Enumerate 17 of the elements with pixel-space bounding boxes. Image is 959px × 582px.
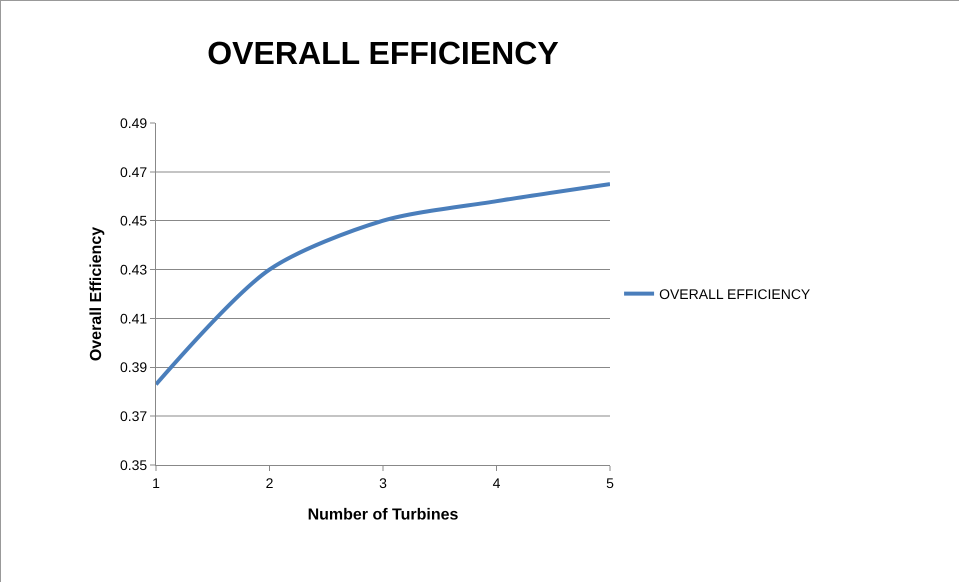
- y-tick-label: 0.45: [120, 212, 148, 229]
- y-axis-title: Overall Efficiency: [88, 226, 105, 362]
- x-tick-label: 2: [266, 474, 274, 491]
- y-tick-label: 0.39: [120, 359, 148, 376]
- x-axis-title: Number of Turbines: [308, 506, 459, 524]
- x-tick-label: 5: [606, 474, 614, 491]
- chart-title: OVERALL EFFICIENCY: [207, 35, 559, 72]
- x-tick-label: 1: [152, 474, 160, 491]
- y-tick-label: 0.43: [120, 261, 148, 278]
- x-tick-label: 4: [492, 474, 501, 491]
- y-tick-label: 0.41: [120, 310, 148, 326]
- x-tick-label: 3: [379, 474, 388, 491]
- y-tick-label: 0.35: [120, 456, 148, 473]
- y-tick-label: 0.37: [120, 408, 148, 424]
- y-tick-label: 0.47: [120, 164, 148, 180]
- legend-label: OVERALL EFFICIENCY: [659, 286, 811, 302]
- y-tick-label: 0.49: [120, 114, 148, 131]
